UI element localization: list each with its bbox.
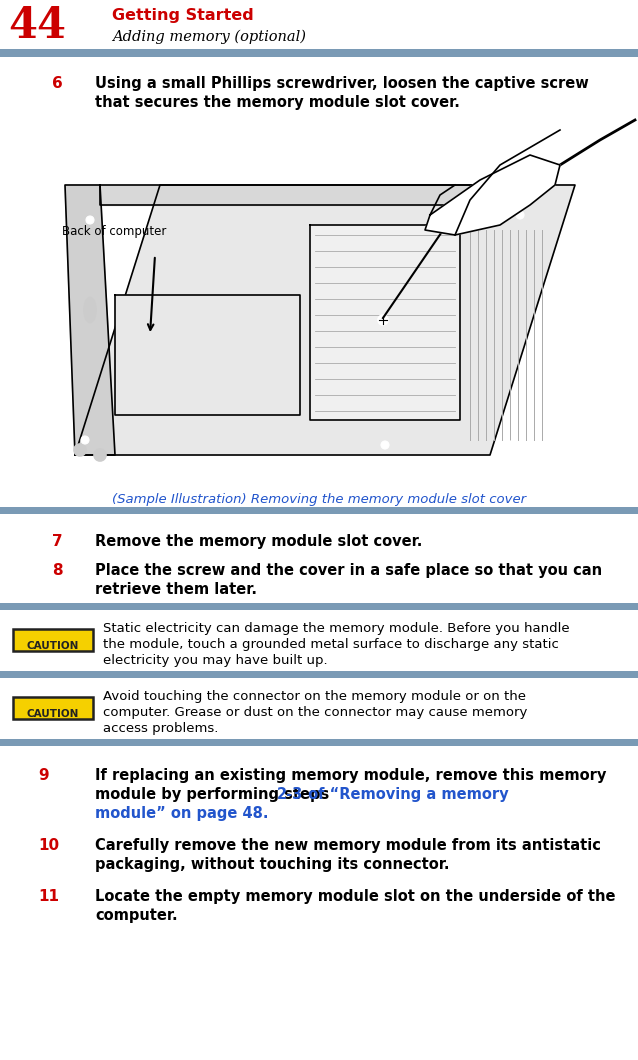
Text: Adding memory (optional): Adding memory (optional) [112,30,306,45]
Text: computer.: computer. [95,908,177,923]
Polygon shape [425,155,560,235]
Text: retrieve them later.: retrieve them later. [95,582,257,597]
Polygon shape [65,186,115,455]
Polygon shape [75,186,575,455]
Bar [0,603,638,610]
Text: Static electricity can damage the memory module. Before you handle: Static electricity can damage the memory… [103,622,570,635]
Text: 10: 10 [38,838,59,853]
Text: Locate the empty memory module slot on the underside of the: Locate the empty memory module slot on t… [95,889,616,904]
Text: packaging, without touching its connector.: packaging, without touching its connecto… [95,856,450,872]
Text: CAUTION: CAUTION [27,709,79,719]
Text: If replacing an existing memory module, remove this memory: If replacing an existing memory module, … [95,768,606,783]
Text: Avoid touching the connector on the memory module or on the: Avoid touching the connector on the memo… [103,690,526,703]
Text: Remove the memory module slot cover.: Remove the memory module slot cover. [95,534,422,549]
Text: 9: 9 [38,768,48,783]
Text: module” on page 48.: module” on page 48. [95,806,269,822]
Text: 2-3: 2-3 [277,787,303,802]
Bar [0,671,638,678]
Circle shape [81,436,89,444]
Text: Carefully remove the new memory module from its antistatic: Carefully remove the new memory module f… [95,838,601,853]
FancyBboxPatch shape [13,629,93,651]
Circle shape [506,441,514,449]
FancyBboxPatch shape [13,697,93,719]
Text: Getting Started: Getting Started [112,8,254,23]
Text: the module, touch a grounded metal surface to discharge any static: the module, touch a grounded metal surfa… [103,638,559,651]
Text: Back of computer: Back of computer [62,225,167,238]
Bar [0,739,638,746]
Text: electricity you may have built up.: electricity you may have built up. [103,654,328,667]
Text: 11: 11 [38,889,59,904]
Text: 6: 6 [52,76,63,91]
Circle shape [94,449,106,461]
Text: CAUTION: CAUTION [27,641,79,651]
Text: Place the screw and the cover in a safe place so that you can: Place the screw and the cover in a safe … [95,563,602,578]
Polygon shape [310,225,460,420]
Text: (Sample Illustration) Removing the memory module slot cover: (Sample Illustration) Removing the memor… [112,493,526,506]
Bar [0,507,638,514]
Circle shape [378,315,388,325]
Polygon shape [115,295,300,416]
Circle shape [381,441,389,449]
Polygon shape [100,186,490,205]
Text: of “Removing a memory: of “Removing a memory [303,787,508,802]
Text: access problems.: access problems. [103,722,218,735]
Text: 7: 7 [52,534,63,549]
Ellipse shape [84,298,96,322]
Text: 8: 8 [52,563,63,578]
Circle shape [74,444,86,456]
Text: 44: 44 [8,5,66,47]
Circle shape [516,211,524,219]
Bar [0,49,638,57]
Text: module by performing steps: module by performing steps [95,787,334,802]
Text: Using a small Phillips screwdriver, loosen the captive screw: Using a small Phillips screwdriver, loos… [95,76,589,91]
Circle shape [86,216,94,224]
Text: that secures the memory module slot cover.: that secures the memory module slot cove… [95,95,460,110]
Text: computer. Grease or dust on the connector may cause memory: computer. Grease or dust on the connecto… [103,706,528,719]
